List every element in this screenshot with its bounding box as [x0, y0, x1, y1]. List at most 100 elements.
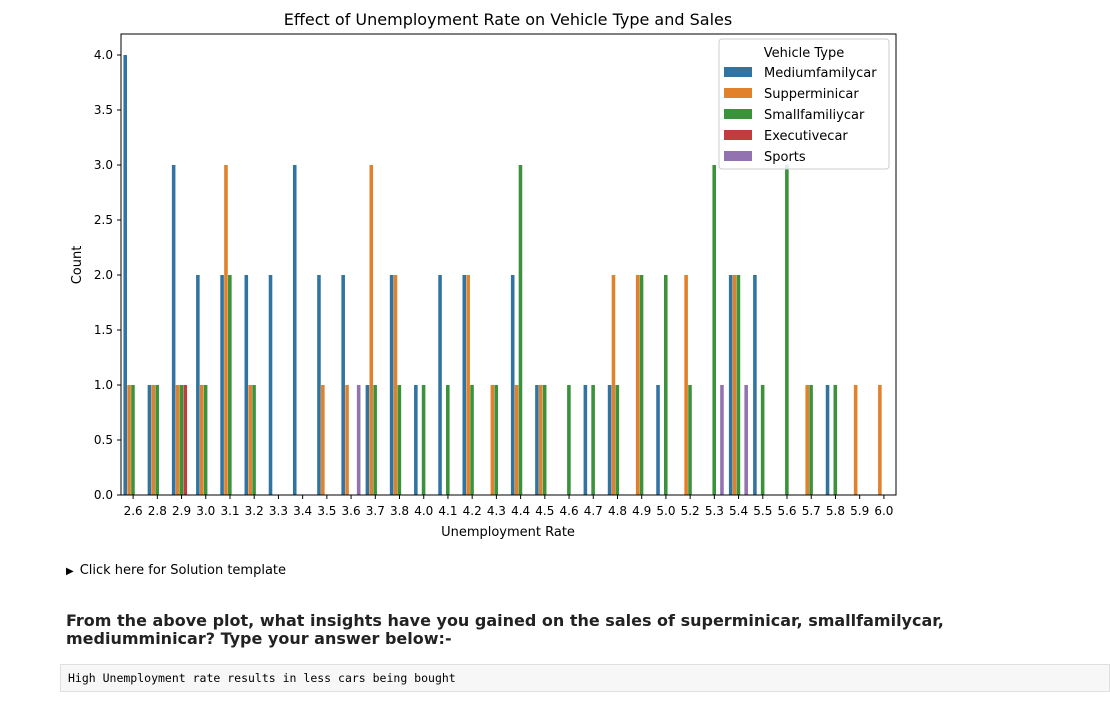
- bar-mediumfamilycar-4.5: [535, 385, 539, 495]
- bar-smallfamiliycar-4.1: [446, 385, 450, 495]
- x-tick-label: 4.5: [535, 504, 554, 518]
- x-tick-label: 3.5: [317, 504, 336, 518]
- bar-supperminicar-3.1: [224, 165, 228, 495]
- x-tick-label: 4.6: [560, 504, 579, 518]
- y-tick-label: 2.0: [94, 268, 113, 282]
- bar-mediumfamilycar-3.4: [292, 165, 297, 495]
- bar-supperminicar-3.7: [369, 165, 374, 495]
- y-tick-label: 3.0: [94, 158, 113, 172]
- bar-smallfamiliycar-3.1: [228, 275, 232, 495]
- legend: Vehicle Type Mediumfamilycar Supperminica…: [718, 38, 890, 170]
- x-tick-label: 4.2: [463, 504, 482, 518]
- bar-mediumfamilycar-4.2: [462, 275, 467, 495]
- legend-label: Smallfamiliycar: [764, 108, 865, 123]
- bar-smallfamiliycar-4.9: [639, 275, 644, 495]
- bar-mediumfamilycar-5.4: [728, 275, 733, 495]
- x-tick-label: 4.7: [584, 504, 603, 518]
- x-tick-label: 6.0: [874, 504, 893, 518]
- bar-sports-5.3: [720, 385, 724, 495]
- y-tick-label: 1.5: [94, 323, 113, 337]
- bar-smallfamiliycar-5.3: [712, 165, 716, 495]
- bar-smallfamiliycar-4.2: [470, 385, 474, 495]
- x-tick-label: 3.4: [293, 504, 312, 518]
- bar-mediumfamilycar-3.0: [196, 275, 200, 495]
- answer-cell[interactable]: High Unemployment rate results in less c…: [60, 664, 1110, 692]
- bar-mediumfamilycar-4.0: [414, 385, 418, 495]
- plot-frame: [120, 33, 897, 496]
- legend-label: Sports: [764, 150, 806, 165]
- bar-mediumfamilycar-3.8: [389, 275, 394, 495]
- bar-supperminicar-2.8: [151, 385, 156, 495]
- x-tick-label: 5.6: [777, 504, 796, 518]
- bar-mediumfamilycar-3.6: [341, 275, 345, 495]
- x-tick-label: 2.8: [148, 504, 167, 518]
- x-tick-label: 3.6: [342, 504, 361, 518]
- bar-smallfamiliycar-4.5: [542, 385, 547, 495]
- legend-swatch: [724, 88, 752, 98]
- bar-smallfamiliycar-5.5: [760, 385, 765, 495]
- bar-smallfamiliycar-2.9: [179, 385, 184, 495]
- question-heading: From the above plot, what insights have …: [66, 611, 944, 648]
- bar-mediumfamilycar-5.0: [656, 385, 660, 495]
- bar-smallfamiliycar-5.4: [736, 275, 741, 495]
- bar-mediumfamilycar-3.5: [317, 275, 321, 495]
- y-tick-label: 0.5: [94, 433, 113, 447]
- solution-toggle[interactable]: ▶ Click here for Solution template: [66, 563, 286, 578]
- chart-title: Effect of Unemployment Rate on Vehicle T…: [284, 10, 732, 29]
- legend-label: Executivecar: [764, 129, 848, 144]
- bar-chart: Effect of Unemployment Rate on Vehicle T…: [70, 10, 897, 540]
- y-tick-label: 4.0: [94, 48, 113, 62]
- bar-smallfamiliycar-4.4: [518, 165, 523, 495]
- bar-mediumfamilycar-2.8: [147, 385, 152, 495]
- x-axis-label: Unemployment Rate: [441, 525, 575, 540]
- bar-supperminicar-3.8: [393, 275, 398, 495]
- x-tick-label: 2.6: [124, 504, 143, 518]
- solution-toggle-label: Click here for Solution template: [79, 563, 287, 578]
- bar-supperminicar-5.2: [684, 275, 688, 495]
- legend-title: Vehicle Type: [764, 46, 844, 61]
- bar-smallfamiliycar-3.2: [252, 385, 256, 495]
- legend-label: Supperminicar: [764, 87, 859, 102]
- x-tick-label: 4.8: [608, 504, 627, 518]
- bar-mediumfamilycar-5.8: [825, 385, 830, 495]
- bar-supperminicar-4.8: [611, 275, 616, 495]
- x-tick-label: 5.4: [729, 504, 748, 518]
- bar-supperminicar-5.4: [732, 275, 737, 495]
- bar-supperminicar-3.0: [199, 385, 204, 495]
- disclosure-triangle-icon: ▶: [66, 566, 74, 577]
- bar-sports-3.6: [356, 385, 361, 495]
- bar-supperminicar-3.2: [248, 385, 252, 495]
- bar-supperminicar-3.6: [345, 385, 349, 495]
- x-tick-label: 5.3: [705, 504, 724, 518]
- bar-mediumfamilycar-4.4: [510, 275, 515, 495]
- bar-mediumfamilycar-4.1: [438, 275, 442, 495]
- x-tick-label: 5.9: [850, 504, 869, 518]
- x-tick-label: 4.3: [487, 504, 506, 518]
- legend-box: [718, 38, 890, 170]
- bar-mediumfamilycar-2.6: [123, 55, 127, 495]
- bar-smallfamiliycar-2.6: [131, 385, 135, 495]
- y-tick-label: 1.0: [94, 378, 113, 392]
- bar-supperminicar-4.2: [466, 275, 470, 495]
- y-tick-label: 3.5: [94, 103, 113, 117]
- bar-executivecar-2.9: [183, 385, 188, 495]
- bar-supperminicar-6.0: [878, 385, 882, 495]
- x-tick-label: 5.5: [753, 504, 772, 518]
- x-tick-label: 3.8: [390, 504, 409, 518]
- bar-supperminicar-4.9: [635, 275, 640, 495]
- bar-supperminicar-2.9: [175, 385, 180, 495]
- legend-swatch: [724, 67, 752, 77]
- bar-mediumfamilycar-3.3: [268, 275, 273, 495]
- legend-swatch: [724, 151, 752, 161]
- answer-text: High Unemployment rate results in less c…: [68, 671, 456, 685]
- bar-smallfamiliycar-2.8: [155, 385, 159, 495]
- bar-smallfamiliycar-5.2: [688, 385, 692, 495]
- x-tick-label: 5.7: [802, 504, 821, 518]
- bar-mediumfamilycar-4.7: [583, 385, 588, 495]
- x-tick-label: 2.9: [172, 504, 191, 518]
- bar-smallfamiliycar-3.7: [373, 385, 377, 495]
- x-tick-label: 4.4: [511, 504, 530, 518]
- bar-mediumfamilycar-4.8: [607, 385, 612, 495]
- bar-smallfamiliycar-4.0: [421, 385, 426, 495]
- y-axis-label: Count: [70, 246, 85, 285]
